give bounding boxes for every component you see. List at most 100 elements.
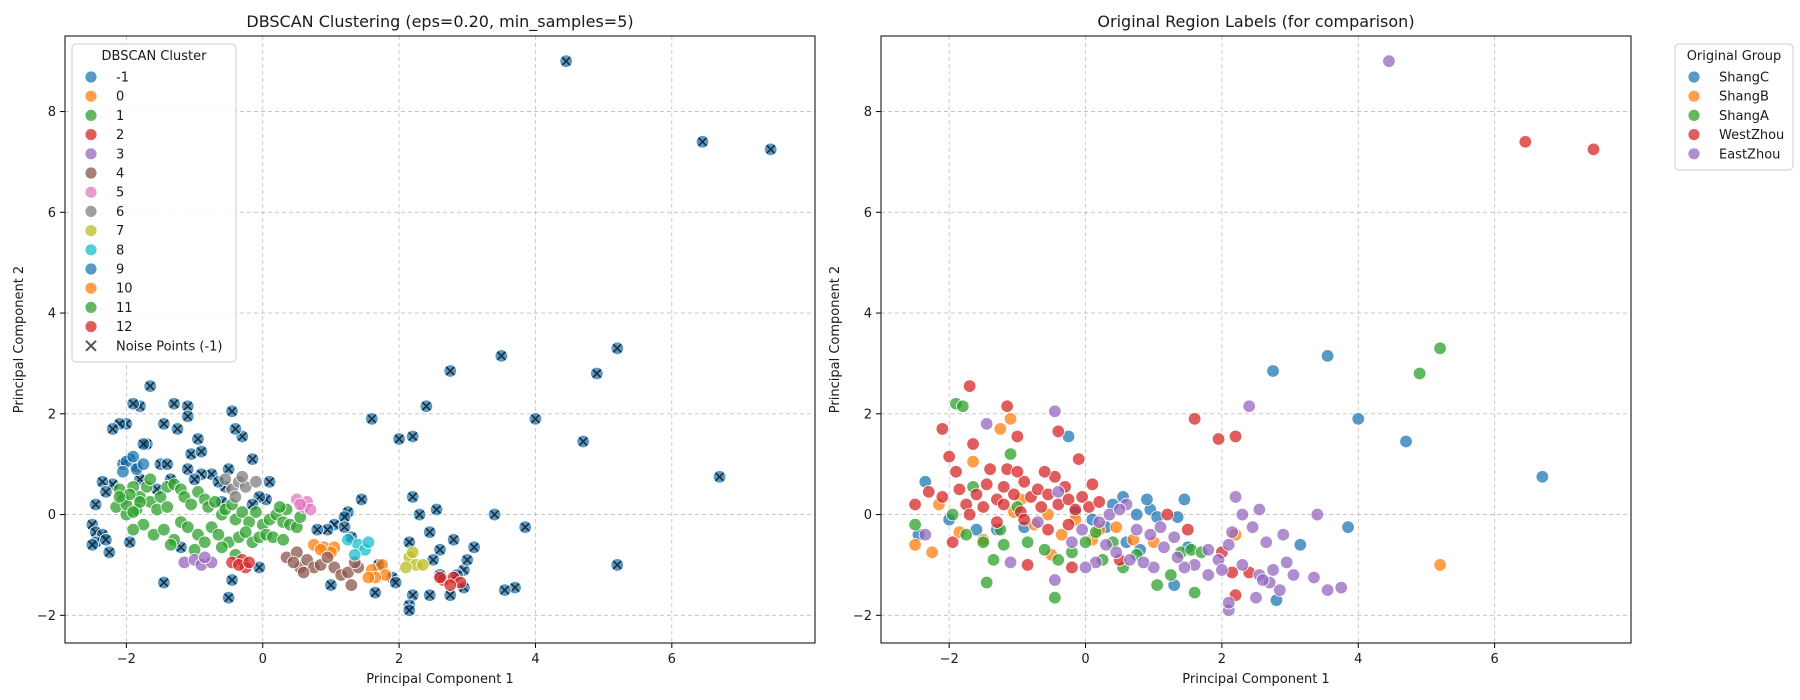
noise-marker [462,555,472,565]
noise-marker [496,351,506,361]
noise-marker [189,474,200,484]
point-ShangA [1037,543,1052,557]
point-1 [181,520,195,534]
point-WestZhou [1061,517,1076,532]
point-WestZhou [1010,429,1025,444]
noise-marker [183,411,193,421]
point-WestZhou [966,437,980,451]
point-EastZhou [1266,563,1280,577]
point-WestZhou [952,482,967,497]
legend-label: Noise Points (-1) [116,339,222,354]
legend-label: ShangA [1719,109,1769,124]
point-ShangA [997,538,1011,552]
point-EastZhou [1048,573,1062,587]
noise-marker [227,406,237,416]
noise-marker [162,459,172,469]
legend-marker [1687,89,1701,103]
x-tick-label: 0 [259,652,267,667]
point-EastZhou [1252,502,1267,517]
noise-marker [172,424,183,434]
point-WestZhou [1518,135,1533,149]
legend-label: 1 [116,109,124,124]
point-1 [235,505,249,519]
noise-marker [435,545,445,555]
legend-label: 11 [116,301,133,316]
axes-frame [880,35,1632,644]
point-ShangA [979,575,994,590]
x-tick-label: 4 [531,652,539,667]
noise-marker [196,447,206,457]
noise-marker [91,499,101,510]
noise-marker [367,414,377,424]
y-tick-label: 0 [864,508,872,523]
point-1 [153,490,168,504]
noise-marker [592,368,602,379]
noise-marker [128,399,138,409]
point-4 [344,578,359,592]
point-EastZhou [1273,583,1287,597]
point-EastZhou [1256,573,1270,587]
legend-marker [84,243,98,257]
x-axis-label: Principal Component 1 [1182,672,1329,687]
x-tick-label: 2 [395,652,403,667]
point-EastZhou [1075,522,1089,537]
legend-marker [85,340,97,352]
point-EastZhou [1136,555,1151,570]
noise-marker [714,472,725,482]
point-EastZhou [1235,558,1250,572]
point-EastZhou [1143,527,1158,542]
legend-marker [1687,128,1701,142]
point-EastZhou [1276,527,1290,542]
dbscan-chart: −2 0 2 4 6 −2 0 2 4 6 8 DBSCAN Clustering (eps=0.20… [12,12,816,687]
point-WestZhou [1017,475,1031,489]
noise-marker [612,343,622,353]
point-ShangB [1003,412,1018,426]
point-ShangB [908,538,922,552]
point-EastZhou [1177,560,1192,575]
point-WestZhou [1211,432,1226,446]
point-WestZhou [969,487,984,502]
point-ShangB [966,454,980,469]
noise-marker [264,477,275,487]
point-WestZhou [1007,487,1021,502]
x-tick-label: −2 [940,652,959,667]
legend-title: DBSCAN Cluster [102,49,208,64]
point-EastZhou [1123,553,1137,567]
point-ShangA [959,527,973,542]
point-WestZhou [962,379,977,393]
x-tick-label: 2 [1218,652,1226,667]
noise-marker [138,439,148,449]
noise-marker [408,590,418,600]
x-tick-label: 6 [668,652,676,667]
point-EastZhou [1112,502,1127,517]
x-tick-label: 0 [1081,652,1089,667]
point-5 [293,497,307,512]
noise-marker [445,366,455,376]
noise-marker [87,540,97,550]
x-axis-label: Principal Component 1 [366,672,513,687]
legend-marker [84,147,98,161]
point-ShangC [1177,492,1192,507]
point-EastZhou [1222,538,1236,552]
point-WestZhou [997,497,1011,512]
legend-marker [84,262,98,276]
point-ShangA [908,517,922,532]
noise-marker [186,449,196,459]
point-4 [296,565,311,580]
noise-marker [766,144,776,154]
noise-marker [227,575,237,585]
point-WestZhou [976,500,990,514]
noise-marker [339,512,350,522]
point-WestZhou [979,477,994,492]
legend-label: 12 [116,320,133,335]
point-EastZhou [1048,404,1062,418]
legend-marker [84,89,98,103]
point-EastZhou [1167,530,1181,544]
point-1 [249,505,263,519]
point-WestZhou [1181,522,1195,537]
point-1 [276,533,290,547]
noise-marker [224,464,234,474]
axes-frame [64,35,816,644]
noise-marker [159,577,169,588]
